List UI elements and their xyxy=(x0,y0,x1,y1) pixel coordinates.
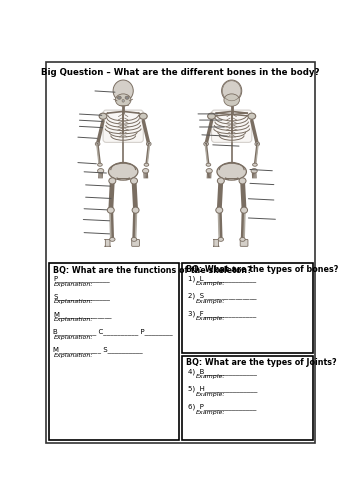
Text: 1)  L_______________: 1) L_______________ xyxy=(188,275,256,281)
Text: Explanation:: Explanation: xyxy=(53,335,93,340)
Ellipse shape xyxy=(97,163,102,166)
Ellipse shape xyxy=(217,163,246,180)
Text: M_______________: M_______________ xyxy=(53,311,112,318)
Ellipse shape xyxy=(113,80,133,102)
Text: Example:: Example: xyxy=(196,316,226,322)
Text: 6)  P_______________: 6) P_______________ xyxy=(188,404,257,410)
Ellipse shape xyxy=(139,113,147,119)
Ellipse shape xyxy=(206,168,212,173)
FancyBboxPatch shape xyxy=(211,110,252,142)
Text: Example:: Example: xyxy=(196,392,226,397)
FancyBboxPatch shape xyxy=(132,240,139,246)
Text: Example:: Example: xyxy=(196,298,226,304)
Ellipse shape xyxy=(222,80,242,102)
Ellipse shape xyxy=(125,96,129,100)
Ellipse shape xyxy=(218,238,223,242)
Text: BQ: What are the types of Joints?: BQ: What are the types of Joints? xyxy=(186,358,336,367)
Ellipse shape xyxy=(122,100,124,102)
Ellipse shape xyxy=(95,142,100,146)
Ellipse shape xyxy=(239,178,246,184)
Ellipse shape xyxy=(251,168,257,173)
Ellipse shape xyxy=(255,142,259,146)
Text: 5)  H_______________: 5) H_______________ xyxy=(188,386,258,392)
Ellipse shape xyxy=(240,238,245,242)
Ellipse shape xyxy=(115,94,131,106)
Ellipse shape xyxy=(131,238,137,242)
Text: Explanation:: Explanation: xyxy=(53,317,93,322)
FancyBboxPatch shape xyxy=(104,240,111,246)
FancyBboxPatch shape xyxy=(47,62,315,442)
Text: 3)  F_______________: 3) F_______________ xyxy=(188,310,257,317)
Text: M____________ S__________: M____________ S__________ xyxy=(53,346,143,353)
FancyBboxPatch shape xyxy=(49,264,179,440)
Text: Big Question – What are the different bones in the body?: Big Question – What are the different bo… xyxy=(41,68,320,78)
Text: S_______________: S_______________ xyxy=(53,294,110,300)
Text: 4)  B_______________: 4) B_______________ xyxy=(188,368,257,375)
FancyBboxPatch shape xyxy=(103,110,143,142)
Ellipse shape xyxy=(109,178,116,184)
Ellipse shape xyxy=(206,163,211,166)
FancyBboxPatch shape xyxy=(182,262,313,352)
Ellipse shape xyxy=(241,207,247,213)
Ellipse shape xyxy=(224,94,239,106)
Text: Example:: Example: xyxy=(196,410,226,414)
FancyBboxPatch shape xyxy=(182,356,313,440)
Ellipse shape xyxy=(217,178,224,184)
Ellipse shape xyxy=(253,163,257,166)
Text: BQ: What are the types of bones?: BQ: What are the types of bones? xyxy=(186,265,338,274)
Text: BQ: What are the functions of the skeleton?: BQ: What are the functions of the skelet… xyxy=(53,266,251,274)
Ellipse shape xyxy=(107,207,114,213)
Text: Example:: Example: xyxy=(196,281,226,286)
Ellipse shape xyxy=(204,142,208,146)
Ellipse shape xyxy=(208,113,215,119)
Ellipse shape xyxy=(108,163,138,180)
Ellipse shape xyxy=(117,96,121,100)
Text: Explanation:: Explanation: xyxy=(53,300,93,304)
Ellipse shape xyxy=(97,168,104,173)
Ellipse shape xyxy=(143,168,149,173)
Text: Example:: Example: xyxy=(196,374,226,379)
Ellipse shape xyxy=(99,113,107,119)
Text: P_______________: P_______________ xyxy=(53,276,110,282)
Text: Explanation:: Explanation: xyxy=(53,282,93,287)
FancyBboxPatch shape xyxy=(240,240,248,246)
Ellipse shape xyxy=(131,178,138,184)
Ellipse shape xyxy=(144,163,149,166)
Ellipse shape xyxy=(216,207,223,213)
Text: B___________ C__________ P________: B___________ C__________ P________ xyxy=(53,328,173,336)
Ellipse shape xyxy=(132,207,139,213)
Ellipse shape xyxy=(110,238,115,242)
FancyBboxPatch shape xyxy=(213,240,219,246)
Text: 2)  S_______________: 2) S_______________ xyxy=(188,292,257,300)
Text: Explanation:: Explanation: xyxy=(53,352,93,358)
Ellipse shape xyxy=(146,142,151,146)
Ellipse shape xyxy=(248,113,256,119)
